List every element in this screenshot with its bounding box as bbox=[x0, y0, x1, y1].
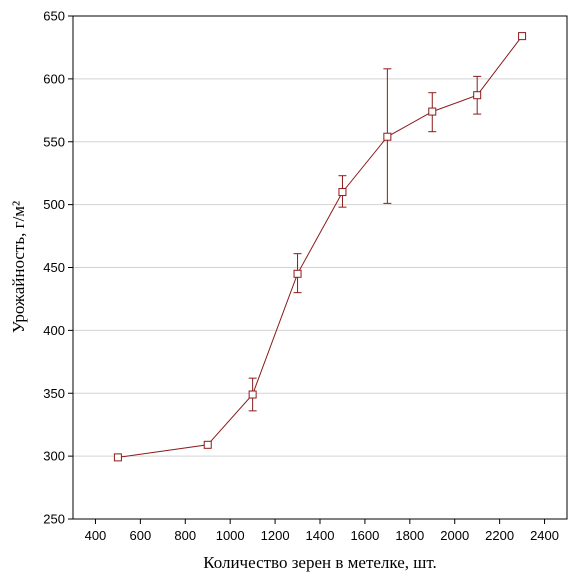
data-point bbox=[338, 188, 347, 197]
data-point bbox=[428, 107, 437, 116]
x-tick-label: 1000 bbox=[216, 528, 245, 543]
y-tick-label: 400 bbox=[43, 323, 65, 338]
x-tick-label: 1400 bbox=[306, 528, 335, 543]
y-tick-label: 500 bbox=[43, 197, 65, 212]
x-tick-label: 800 bbox=[174, 528, 196, 543]
x-tick-label: 2400 bbox=[530, 528, 559, 543]
data-point bbox=[203, 440, 212, 449]
y-tick-label: 450 bbox=[43, 260, 65, 275]
x-axis-title: Количество зерен в метелке, шт. bbox=[203, 553, 437, 572]
y-tick-label: 550 bbox=[43, 134, 65, 149]
data-point bbox=[383, 132, 392, 141]
y-axis-title: Урожайность, г/м² bbox=[9, 201, 28, 333]
y-tick-label: 600 bbox=[43, 71, 65, 86]
x-tick-label: 1600 bbox=[350, 528, 379, 543]
y-tick-label: 350 bbox=[43, 386, 65, 401]
y-tick-label: 300 bbox=[43, 449, 65, 464]
data-point bbox=[473, 91, 482, 100]
x-tick-label: 600 bbox=[130, 528, 152, 543]
series-markers bbox=[113, 32, 527, 462]
x-tick-label: 1800 bbox=[395, 528, 424, 543]
data-point bbox=[248, 390, 257, 399]
y-tick-label: 650 bbox=[43, 9, 65, 24]
x-tick-label: 2000 bbox=[440, 528, 469, 543]
data-point bbox=[113, 453, 122, 462]
y-tick-label: 250 bbox=[43, 512, 65, 527]
plot-frame bbox=[72, 15, 568, 520]
x-tick-label: 2200 bbox=[485, 528, 514, 543]
data-point bbox=[293, 269, 302, 278]
x-tick-label: 400 bbox=[85, 528, 107, 543]
y-axis: 250 300 350 400 450 500 550 600 650 bbox=[43, 9, 73, 527]
data-point bbox=[518, 32, 527, 41]
x-tick-label: 1200 bbox=[261, 528, 290, 543]
x-axis: 400 600 800 1000 1200 1400 1600 1800 2000 2200 240… bbox=[85, 519, 559, 543]
